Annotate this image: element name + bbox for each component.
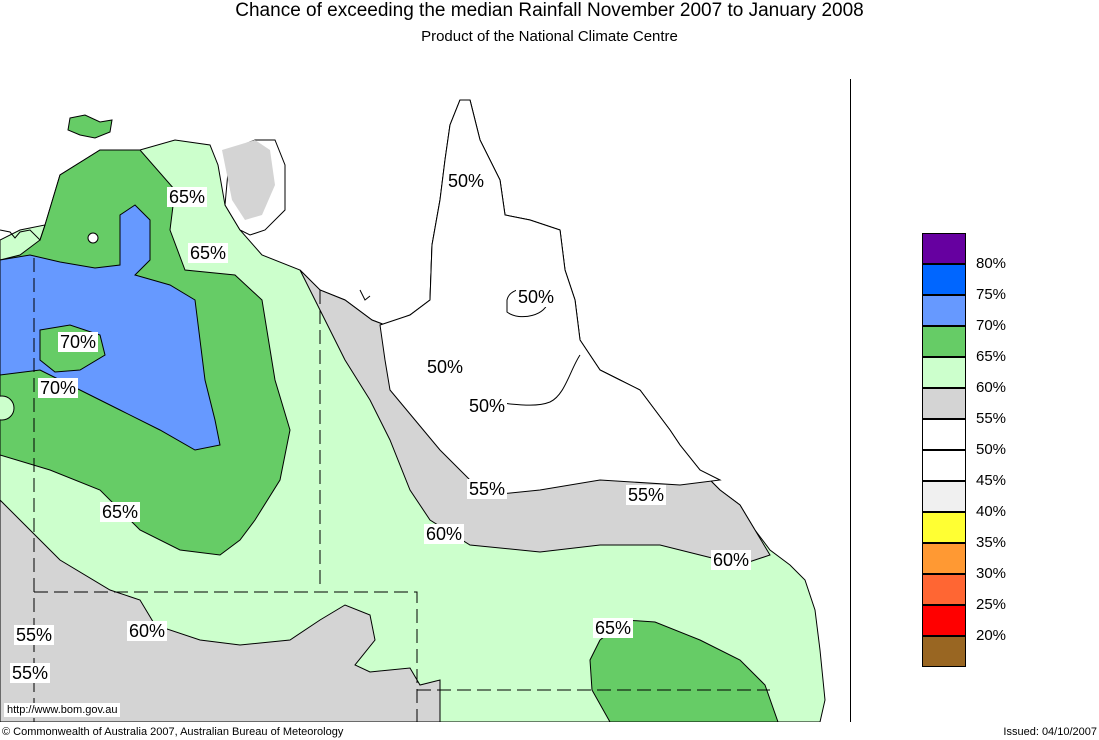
legend-swatch [922,512,966,543]
legend-label: 80% [976,255,1007,272]
legend-swatch [922,543,966,574]
legend-label: 75% [976,286,1007,303]
contour-label: 50% [446,171,487,191]
legend-swatch [922,605,966,636]
region-55-percent-southwest [0,499,441,722]
contour-label: 55% [467,479,508,499]
legend-swatch [922,388,966,419]
legend-swatch [922,326,966,357]
region-65-percent-south [589,619,779,722]
legend-label: 70% [976,317,1007,334]
legend-label: 65% [976,348,1007,365]
legend-swatch [922,233,966,264]
contour-label: 65% [167,187,208,207]
legend-label: 50% [976,441,1007,458]
contour-label: 50% [467,396,508,416]
issued-date: Issued: 04/10/2007 [1003,726,1097,738]
island-tiwi [67,114,113,139]
region-70-percent [0,204,221,451]
legend-label: 45% [976,472,1007,489]
legend-swatch [922,481,966,512]
contour-label: 50% [516,287,557,307]
contour-label: 55% [14,625,55,645]
map-title: Chance of exceeding the median Rainfall … [235,0,864,21]
contour-label: 65% [100,502,141,522]
contour-label: 60% [424,524,465,544]
legend-swatch [922,419,966,450]
legend-label: 40% [976,503,1007,520]
contour-label: 60% [711,550,752,570]
contour-label: 70% [38,378,79,398]
contour-label: 70% [58,332,99,352]
rainfall-probability-map [0,79,850,722]
legend-swatch [922,264,966,295]
legend-label: 30% [976,565,1007,582]
contour-label: 65% [593,618,634,638]
legend-swatch [922,450,966,481]
map-subtitle: Product of the National Climate Centre [421,28,678,45]
legend-swatch [922,636,966,667]
source-url: http://www.bom.gov.au [4,703,121,717]
legend-label: 20% [976,627,1007,644]
small-island [87,232,99,244]
contour-label: 55% [626,485,667,505]
west-island [0,395,15,421]
copyright-text: © Commonwealth of Australia 2007, Austra… [2,726,344,738]
legend-panel [850,79,1099,722]
gulf-land-55 [222,140,275,220]
legend-swatch [922,574,966,605]
contour-label: 55% [10,663,51,683]
contour-label: 50% [425,357,466,377]
legend-swatch [922,295,966,326]
legend-label: 25% [976,596,1007,613]
legend-label: 35% [976,534,1007,551]
contour-label: 60% [127,621,168,641]
legend-label: 60% [976,379,1007,396]
contour-label: 65% [188,243,229,263]
legend-swatch [922,357,966,388]
legend-label: 55% [976,410,1007,427]
